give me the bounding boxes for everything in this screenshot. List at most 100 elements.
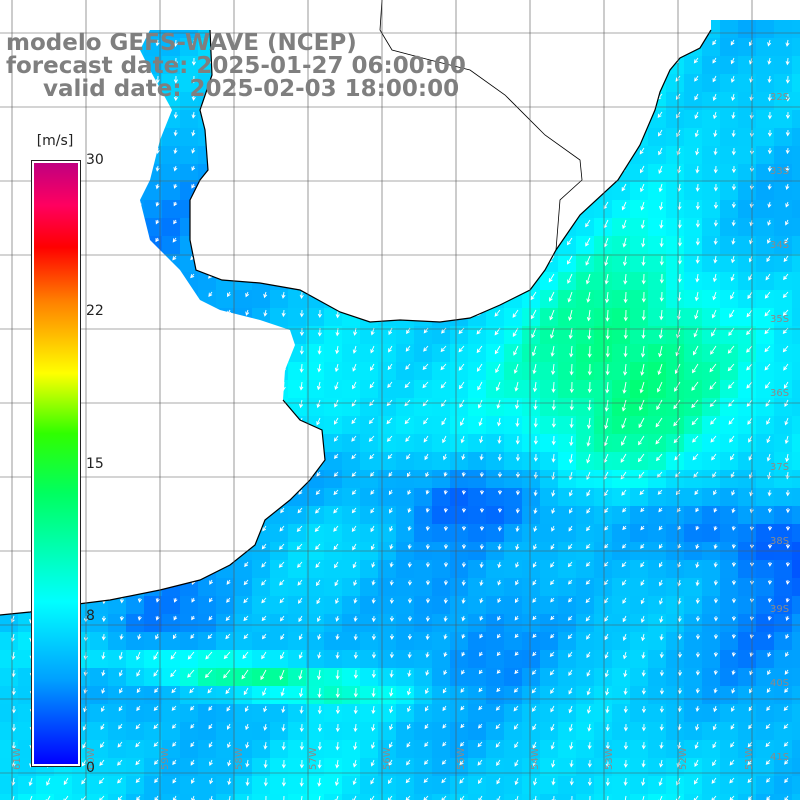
wind-arrow (405, 435, 411, 442)
field-cell (666, 326, 685, 345)
wind-arrow (245, 309, 250, 316)
field-cell (630, 632, 649, 651)
wind-arrow (567, 615, 573, 621)
field-cell (90, 776, 109, 795)
field-cell (324, 722, 343, 741)
wind-arrow (623, 291, 628, 304)
field-cell (324, 362, 343, 381)
field-cell (306, 668, 325, 687)
wind-arrow (225, 687, 231, 695)
wind-arrow (586, 705, 591, 714)
field-cell (738, 110, 757, 129)
wind-arrow (641, 273, 646, 285)
field-cell (666, 704, 685, 723)
wind-arrow (783, 705, 789, 712)
field-cell (756, 38, 775, 57)
field-cell (486, 686, 505, 705)
field-cell (450, 362, 469, 381)
field-cell (324, 416, 343, 435)
field-cell (720, 794, 739, 800)
field-cell (162, 128, 181, 147)
wind-arrow (785, 111, 790, 120)
wind-arrow (352, 381, 357, 390)
field-cell (648, 596, 667, 615)
field-cell (630, 290, 649, 309)
wind-arrow (622, 219, 627, 230)
field-cell (126, 740, 145, 759)
field-cell (540, 722, 559, 741)
field-cell (198, 794, 217, 800)
field-cell (666, 722, 685, 741)
wind-arrow (747, 417, 753, 425)
field-cell (0, 650, 19, 669)
field-cell (738, 38, 757, 57)
field-cell (504, 488, 523, 507)
wind-arrow (711, 453, 717, 461)
wind-arrow (694, 741, 699, 750)
wind-arrow (767, 507, 772, 514)
field-cell (252, 596, 271, 615)
wind-arrow (351, 417, 357, 425)
field-cell (270, 686, 289, 705)
field-cell (612, 794, 631, 800)
wind-arrow (370, 345, 375, 354)
field-cell (666, 740, 685, 759)
wind-arrow (423, 435, 429, 443)
field-cell (342, 560, 361, 579)
field-cell (432, 740, 451, 759)
field-cell (18, 776, 37, 795)
field-cell (630, 182, 649, 201)
wind-arrow (352, 561, 357, 569)
wind-arrow (566, 237, 573, 246)
wind-arrow (569, 435, 574, 447)
wind-arrow (459, 777, 465, 784)
field-cell (414, 686, 433, 705)
field-cell (306, 776, 325, 795)
field-cell (468, 326, 487, 345)
field-cell (756, 110, 775, 129)
field-cell (108, 722, 127, 741)
field-cell (378, 758, 397, 777)
wind-arrow (550, 687, 555, 694)
field-cell (612, 218, 631, 237)
wind-arrow (731, 255, 736, 264)
field-cell (486, 470, 505, 489)
wind-arrow (443, 489, 448, 495)
field-cell (702, 128, 721, 147)
field-cell (648, 776, 667, 795)
wind-arrow (674, 381, 681, 392)
field-cell (738, 650, 757, 669)
wind-arrow (567, 255, 573, 265)
field-cell (738, 254, 757, 273)
wind-arrow (512, 309, 519, 318)
field-cell (774, 128, 793, 147)
field-cell (414, 452, 433, 471)
wind-arrow (137, 597, 142, 603)
field-cell (630, 272, 649, 291)
wind-arrow (747, 777, 753, 784)
field-cell (324, 398, 343, 417)
field-cell (756, 560, 775, 579)
field-cell (576, 488, 595, 507)
field-cell (504, 596, 523, 615)
wind-arrow (476, 363, 483, 372)
field-cell (702, 470, 721, 489)
field-cell (504, 344, 523, 363)
field-cell (522, 326, 541, 345)
wind-arrow (406, 741, 411, 748)
wind-arrow (713, 183, 718, 192)
field-cell (792, 344, 800, 363)
field-cell (0, 794, 19, 800)
wind-arrow (117, 777, 123, 784)
longitude-label: 59W (160, 747, 171, 770)
field-cell (270, 308, 289, 327)
field-cell (702, 722, 721, 741)
wind-arrow (155, 39, 160, 47)
field-cell (684, 524, 703, 543)
field-cell (612, 524, 631, 543)
wind-arrow (477, 741, 483, 748)
wind-arrow (677, 723, 682, 731)
field-cell (756, 506, 775, 525)
field-cell (90, 722, 109, 741)
field-cell (756, 254, 775, 273)
